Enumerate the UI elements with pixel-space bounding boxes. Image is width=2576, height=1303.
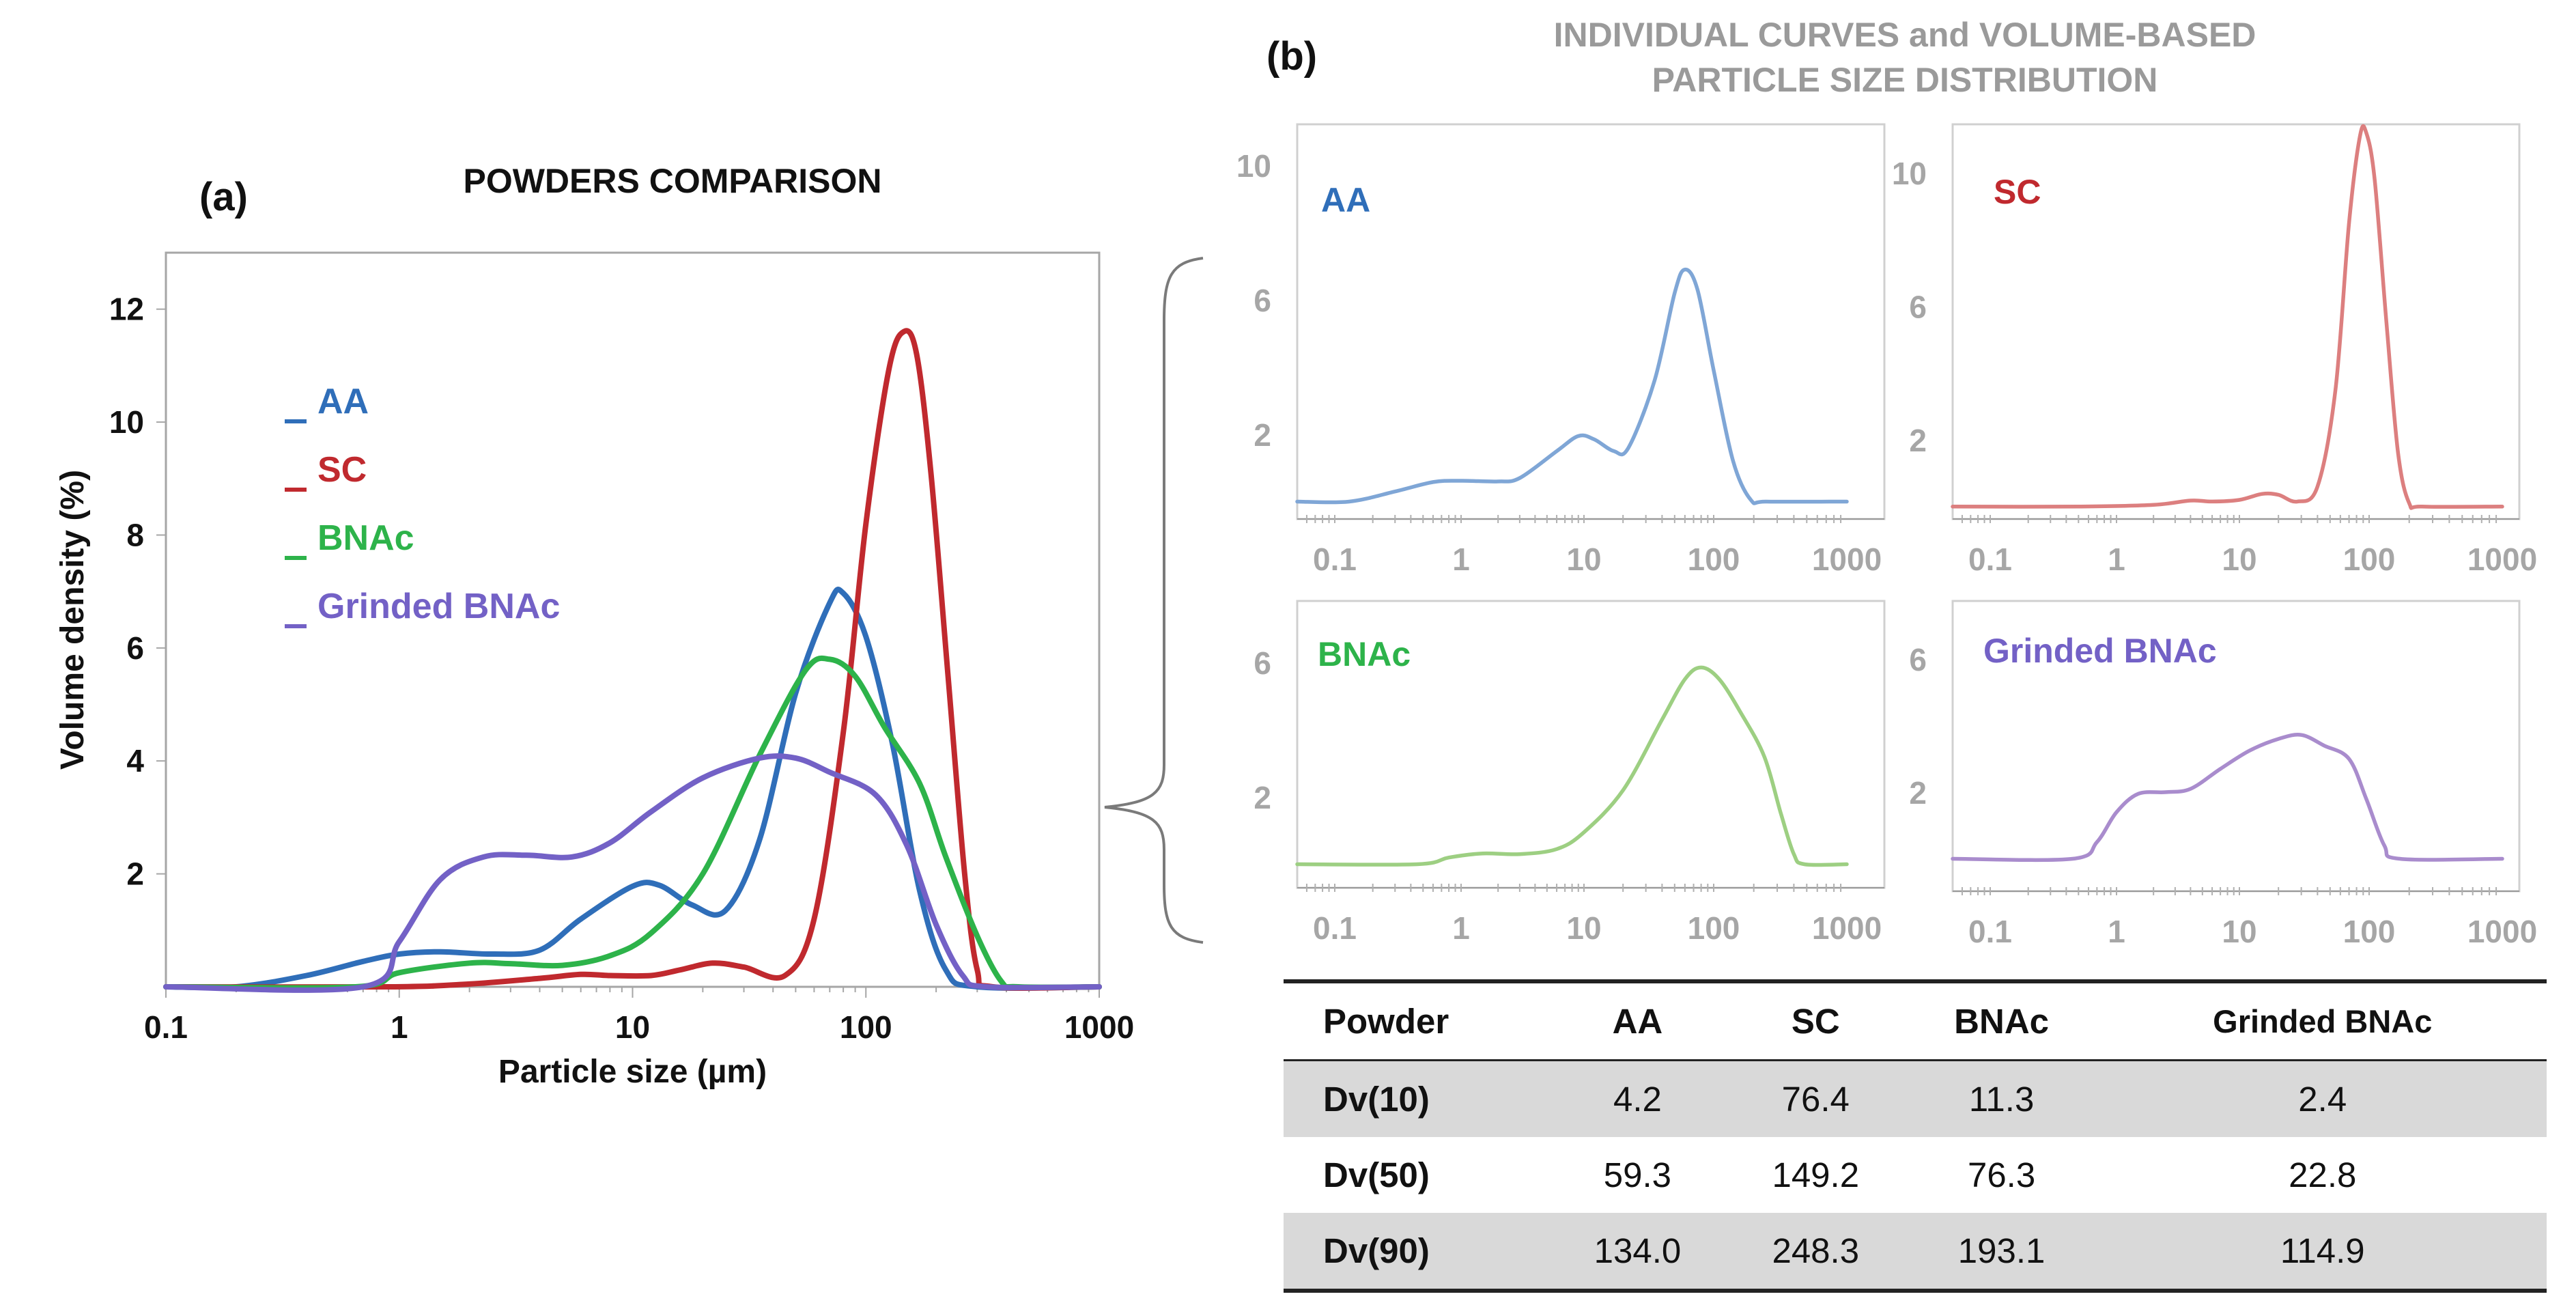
table-header-sc: SC xyxy=(1791,1002,1840,1041)
table-cell: 248.3 xyxy=(1726,1213,1905,1291)
table-header-grinded-bnac: Grinded BNAc xyxy=(2213,1003,2433,1039)
main-x-tick-label: 10 xyxy=(615,1009,650,1045)
subchart-label-sc: SC xyxy=(1994,173,2041,211)
subchart-y-tick-label: 2 xyxy=(1254,780,1271,815)
subchart-series-aa xyxy=(1295,267,1849,505)
subchart-x-tick-label: 1000 xyxy=(1812,542,1882,577)
panel-a-title: POWDERS COMPARISON xyxy=(464,162,882,200)
subchart-x-tick-label: 1 xyxy=(2108,542,2125,577)
subchart-series-bnac xyxy=(1295,665,1849,867)
subchart-series-sc xyxy=(1951,124,2504,510)
main-x-axis-label: Particle size (µm) xyxy=(498,1054,767,1090)
panel-b-title-line2: PARTICLE SIZE DISTRIBUTION xyxy=(1652,61,2158,99)
main-series-grinded-bnac xyxy=(163,753,1102,993)
subchart-x-tick-label: 100 xyxy=(2343,914,2396,949)
table-header-bnac: BNAc xyxy=(1954,1002,2050,1041)
subchart-label-aa: AA xyxy=(1321,181,1370,219)
legend-label-aa: AA xyxy=(317,382,369,421)
subchart-y-tick-label: 2 xyxy=(1909,775,1927,811)
subchart-x-tick-label: 10 xyxy=(2222,542,2256,577)
table-header-powder: Powder xyxy=(1323,1002,1449,1041)
table-row: Dv(90) 134.0 248.3 193.1 114.9 xyxy=(1284,1213,2547,1291)
subchart-label-bnac: BNAc xyxy=(1318,635,1411,673)
subchart-x-tick-label: 1000 xyxy=(1812,910,1882,946)
subchart-x-tick-label: 0.1 xyxy=(1313,910,1357,946)
main-x-tick-label: 1 xyxy=(391,1009,408,1045)
subchart-x-tick-label: 10 xyxy=(1566,910,1601,946)
table-cell: 76.4 xyxy=(1726,1060,1905,1137)
subchart-x-tick-label: 100 xyxy=(1688,910,1740,946)
table-cell: 114.9 xyxy=(2098,1213,2547,1291)
panel-a-label: (a) xyxy=(199,175,248,219)
main-y-tick-label: 2 xyxy=(126,856,144,892)
subchart-x-tick-label: 0.1 xyxy=(1968,542,2012,577)
table-row-label: Dv(90) xyxy=(1284,1213,1548,1291)
main-y-tick-label: 10 xyxy=(109,404,144,440)
main-y-tick-label: 6 xyxy=(126,630,144,666)
subchart-y-tick-label: 6 xyxy=(1254,283,1271,318)
subchart-x-tick-label: 1 xyxy=(1452,542,1470,577)
table-cell: 4.2 xyxy=(1548,1060,1727,1137)
subchart-y-tick-label: 2 xyxy=(1909,423,1927,458)
subchart-label-grinded-bnac: Grinded BNAc xyxy=(1983,632,2217,670)
table-cell: 59.3 xyxy=(1603,1155,1672,1194)
subchart-y-tick-label: 6 xyxy=(1909,642,1927,677)
main-y-tick-label: 4 xyxy=(126,743,144,779)
subchart-bnac: 0.1 1 10 100 1000 2 6 BNAc xyxy=(1254,600,1886,946)
subchart-x-tick-label: 100 xyxy=(2343,542,2396,577)
main-x-tick-label: 1000 xyxy=(1064,1009,1134,1045)
subchart-x-tick-label: 10 xyxy=(1566,542,1601,577)
subchart-y-tick-label: 2 xyxy=(1254,417,1271,453)
table-row-label: Dv(10) xyxy=(1284,1060,1548,1137)
dv-table: Powder AA SC BNAc Grinded BNAc Dv(10) 4.… xyxy=(1284,979,2547,1293)
main-series-bnac xyxy=(163,655,1102,991)
table-cell: 149.2 xyxy=(1772,1155,1860,1194)
subchart-frame xyxy=(1296,123,1886,520)
subchart-x-tick-label: 1000 xyxy=(2467,914,2537,949)
subchart-x-tick-label: 1 xyxy=(2108,914,2125,949)
main-x-tick-label: 100 xyxy=(840,1009,892,1045)
main-y-axis-label: Volume density (%) xyxy=(55,470,91,770)
subchart-y-tick-label: 10 xyxy=(1236,148,1271,184)
table-cell: 22.8 xyxy=(2289,1155,2357,1194)
subchart-sc: 0.1 1 10 100 1000 2 6 10 SC xyxy=(1892,123,2537,577)
legend-label-grinded-bnac: Grinded BNAc xyxy=(317,587,560,626)
subchart-x-tick-label: 10 xyxy=(2222,914,2256,949)
subchart-grinded-bnac: 0.1 1 10 100 1000 2 6 Grinded BNAc xyxy=(1909,600,2537,949)
subchart-x-tick-label: 1 xyxy=(1452,910,1470,946)
legend-label-bnac: BNAc xyxy=(317,518,414,558)
main-y-tick-label: 8 xyxy=(126,517,144,552)
main-plot-frame xyxy=(165,251,1101,988)
panel-b-label: (b) xyxy=(1266,34,1317,79)
subchart-x-tick-label: 1000 xyxy=(2467,542,2537,577)
table-header-row: Powder AA SC BNAc Grinded BNAc xyxy=(1284,981,2547,1061)
table-row-label: Dv(50) xyxy=(1323,1155,1430,1194)
table-row: Dv(50) 59.3 149.2 76.3 22.8 xyxy=(1284,1137,2547,1213)
subchart-y-tick-label: 6 xyxy=(1254,645,1271,681)
main-chart: 0.1 1 10 100 1000 2 4 6 8 10 12 Particle size (µm) V… xyxy=(55,251,1134,1090)
main-series-sc xyxy=(163,328,1102,991)
main-x-tick-label: 0.1 xyxy=(144,1009,188,1045)
curly-brace xyxy=(1104,257,1204,944)
subchart-series-grinded-bnac xyxy=(1951,733,2504,863)
subchart-y-tick-label: 6 xyxy=(1909,290,1927,325)
table-cell: 134.0 xyxy=(1548,1213,1727,1291)
subchart-x-tick-label: 100 xyxy=(1688,542,1740,577)
table-cell: 2.4 xyxy=(2098,1060,2547,1137)
subchart-y-tick-label: 10 xyxy=(1892,156,1927,191)
table-header-aa: AA xyxy=(1612,1002,1663,1041)
legend-label-sc: SC xyxy=(317,450,367,490)
subchart-x-tick-label: 0.1 xyxy=(1968,914,2012,949)
table-cell: 11.3 xyxy=(1904,1060,2099,1137)
main-y-tick-label: 12 xyxy=(109,292,144,327)
subchart-x-tick-label: 0.1 xyxy=(1313,542,1357,577)
table-row: Dv(10) 4.2 76.4 11.3 2.4 xyxy=(1284,1060,2547,1137)
table-cell: 76.3 xyxy=(1967,1155,2036,1194)
panel-b-title-line1: INDIVIDUAL CURVES and VOLUME-BASED xyxy=(1554,16,2256,54)
table-cell: 193.1 xyxy=(1904,1213,2099,1291)
subchart-aa: 0.1 1 10 100 1000 2 6 10 AA xyxy=(1236,123,1886,577)
